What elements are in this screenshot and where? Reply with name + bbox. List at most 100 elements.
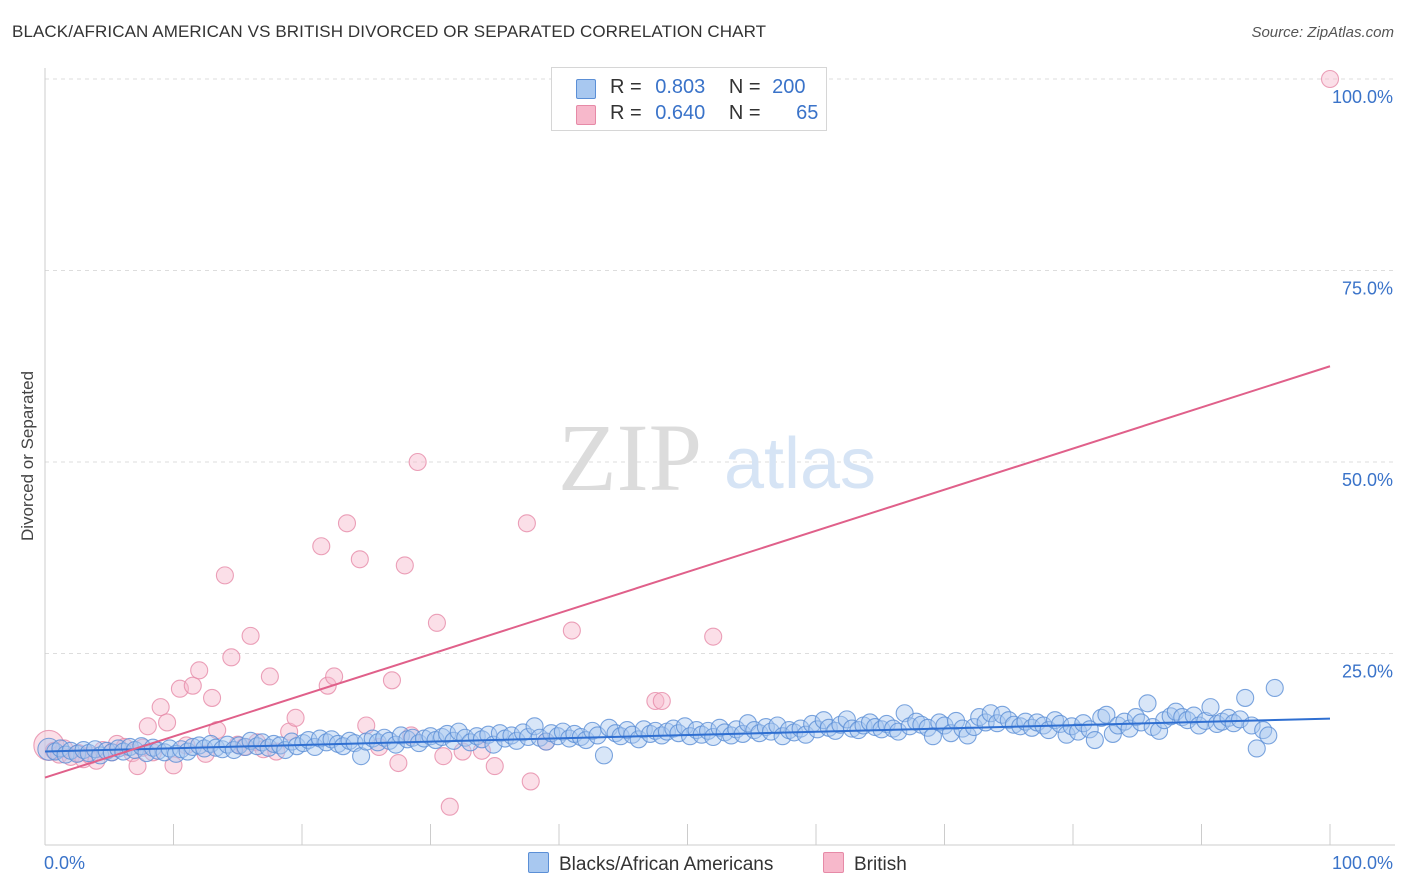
point-british-20 xyxy=(164,756,183,775)
n-label: N = xyxy=(728,76,761,98)
bottom-legend-blacks: Blacks/African Americans xyxy=(528,852,773,876)
point-british-29 xyxy=(222,648,241,667)
bottom-legend-label-british: British xyxy=(854,854,907,875)
point-british-23 xyxy=(183,676,202,695)
point-blacks-210 xyxy=(1254,721,1273,740)
trend-line-blacks xyxy=(44,717,1331,753)
legend-swatch-blue xyxy=(576,79,596,99)
point-blacks-184 xyxy=(1103,724,1122,743)
r-value-blacks: 0.803 xyxy=(655,76,706,98)
point-british-52 xyxy=(434,747,453,766)
point-british-38 xyxy=(286,708,305,727)
point-blacks-188 xyxy=(1126,708,1146,727)
correlation-legend: R = 0.803 N = 200 R = 0.640 N = 65 xyxy=(551,67,827,131)
point-british-28 xyxy=(215,566,234,585)
point-british-53 xyxy=(440,797,459,816)
point-blacks-198 xyxy=(1184,706,1203,725)
y-tick-label-2: 75.0% xyxy=(1342,279,1393,299)
point-blacks-181 xyxy=(1085,731,1104,750)
point-blacks-84 xyxy=(525,717,544,736)
point-blacks-121 xyxy=(738,714,757,733)
point-blacks-44 xyxy=(294,734,313,753)
bottom-legend-label-blacks: Blacks/African Americans xyxy=(559,854,774,875)
point-blacks-78 xyxy=(490,724,509,743)
point-blacks-93 xyxy=(576,731,596,750)
point-british-42 xyxy=(337,514,357,533)
bottom-swatch-blue xyxy=(528,852,549,873)
point-british-56 xyxy=(485,757,504,776)
point-british-58 xyxy=(521,772,540,791)
axes xyxy=(44,68,1395,846)
watermark-atlas: atlas xyxy=(724,424,876,504)
x-tick-label-1: 100.0% xyxy=(1332,853,1393,873)
point-british-19 xyxy=(158,713,177,732)
y-tick-label-1: 50.0% xyxy=(1342,470,1393,490)
point-blacks-126 xyxy=(768,716,787,735)
point-blacks-182 xyxy=(1092,708,1111,727)
point-british-43 xyxy=(350,550,369,569)
point-blacks-115 xyxy=(704,727,723,747)
point-blacks-138 xyxy=(837,710,856,729)
point-blacks-201 xyxy=(1201,698,1220,717)
point-blacks-76 xyxy=(479,725,498,744)
point-blacks-89 xyxy=(553,722,572,741)
point-blacks-102 xyxy=(629,730,648,749)
point-blacks-54 xyxy=(352,747,371,766)
point-blacks-86 xyxy=(537,732,556,751)
bottom-legend-british: British xyxy=(823,852,907,876)
point-british-16 xyxy=(138,717,157,736)
point-british-47 xyxy=(389,753,408,773)
point-blacks-139 xyxy=(842,719,862,738)
r-value-british: 0.640 xyxy=(655,102,706,124)
point-british-62 xyxy=(652,691,671,711)
x-tick-label-0: 0.0% xyxy=(44,853,85,873)
point-blacks-206 xyxy=(1231,710,1250,729)
point-blacks-103 xyxy=(634,720,653,739)
point-blacks-155 xyxy=(935,716,954,735)
point-british-46 xyxy=(382,671,402,690)
trend-line-british xyxy=(44,365,1331,779)
n-value-blacks: 200 xyxy=(772,76,806,98)
tick-labels: 25.0% 50.0% 75.0% 100.0% 0.0% 100.0% xyxy=(44,87,1393,873)
point-blacks-209 xyxy=(1247,739,1266,758)
point-blacks-60 xyxy=(386,735,405,754)
point-blacks-131 xyxy=(796,725,815,744)
r-label: R = xyxy=(610,102,642,124)
point-blacks-157 xyxy=(947,711,966,730)
point-british-51 xyxy=(427,613,446,632)
point-british-40 xyxy=(318,676,337,695)
point-blacks-178 xyxy=(1069,722,1088,741)
n-value-british: 65 xyxy=(796,102,819,124)
point-blacks-149 xyxy=(900,717,919,736)
point-blacks-212 xyxy=(1265,678,1284,698)
point-british-24 xyxy=(190,661,209,680)
r-label: R = xyxy=(610,76,642,98)
point-british-50 xyxy=(408,452,427,472)
point-blacks-48 xyxy=(317,733,336,752)
point-blacks-190 xyxy=(1138,694,1157,713)
point-blacks-211 xyxy=(1259,726,1278,745)
point-blacks-167 xyxy=(1004,715,1023,734)
point-british-60 xyxy=(562,621,581,640)
grid-lines xyxy=(45,78,1395,654)
bottom-swatch-pink xyxy=(823,852,844,873)
point-british-39 xyxy=(312,537,331,556)
y-tick-label-0: 25.0% xyxy=(1342,662,1393,682)
point-blacks-101 xyxy=(623,725,642,744)
source-label: Source: ZipAtlas.com xyxy=(1251,24,1394,41)
point-british-61 xyxy=(646,691,665,711)
point-blacks-197 xyxy=(1178,711,1197,730)
point-blacks-183 xyxy=(1097,705,1116,724)
legend-swatch-pink xyxy=(576,105,596,125)
point-blacks-147 xyxy=(889,722,908,741)
point-british-26 xyxy=(203,688,222,707)
watermark-zip: ZIP xyxy=(558,404,702,511)
trend-lines xyxy=(44,365,1331,779)
point-blacks-133 xyxy=(808,720,827,739)
point-blacks-109 xyxy=(669,724,688,743)
point-british-35 xyxy=(260,667,279,686)
point-blacks-46 xyxy=(305,737,324,757)
n-label: N = xyxy=(728,102,761,124)
point-british-63 xyxy=(704,627,723,646)
